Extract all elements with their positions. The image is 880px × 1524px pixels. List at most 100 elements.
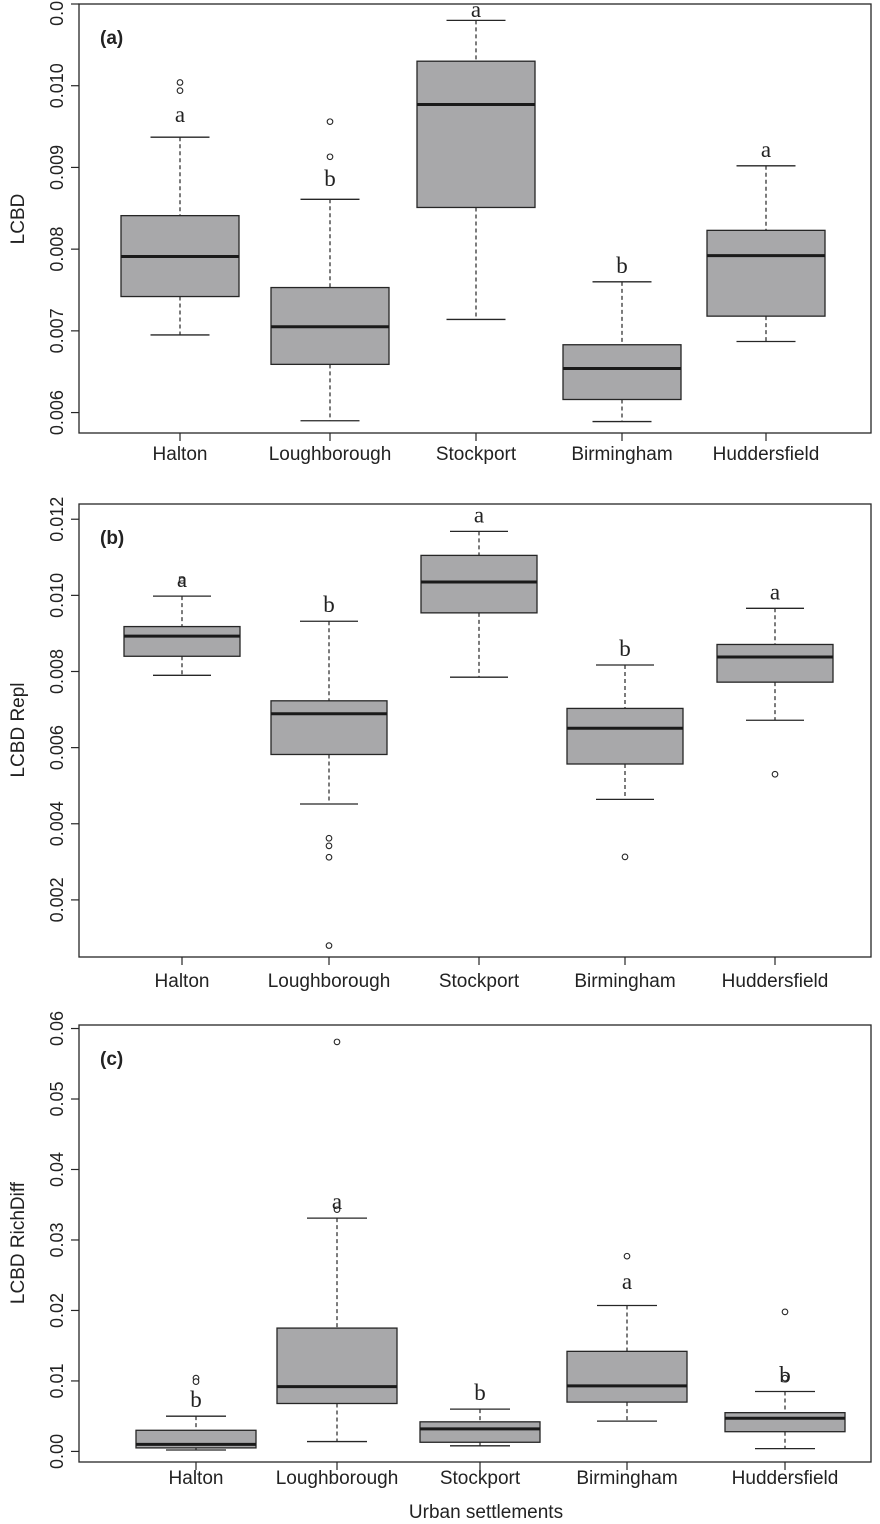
significance-letter: a: [177, 567, 187, 592]
significance-letter: a: [622, 1269, 632, 1294]
iqr-box: [417, 61, 535, 207]
x-tick-label: Stockport: [440, 1468, 521, 1489]
iqr-box: [717, 644, 833, 682]
y-tick-label: 0.006: [47, 390, 67, 435]
x-tick-label: Huddersfield: [722, 971, 829, 992]
y-tick-label: 0.007: [47, 308, 67, 353]
x-tick-label: Stockport: [439, 971, 520, 992]
y-tick-label: 0.00: [47, 1434, 67, 1469]
x-tick-label: Loughborough: [269, 444, 392, 465]
x-tick-label: Birmingham: [576, 1468, 677, 1489]
y-tick-label: 0.03: [47, 1222, 67, 1257]
x-tick-label: Loughborough: [276, 1468, 399, 1489]
outlier-point: [327, 119, 333, 125]
y-axis-title: LCBD RichDiff: [8, 1181, 29, 1304]
outlier-point: [326, 843, 332, 849]
box-stockport: a: [421, 502, 537, 677]
x-tick-label: Huddersfield: [713, 444, 820, 465]
box-stockport: a: [417, 0, 535, 319]
y-tick-label: 0.006: [47, 725, 67, 770]
box-halton: a: [121, 80, 239, 335]
panel-b: 0.002 0.004 0.006 0.008 0.010 0.012 LCBD Repl (…: [8, 497, 871, 992]
panel-label: (b): [100, 528, 124, 549]
x-tick-label: Halton: [153, 444, 208, 465]
significance-letter: b: [190, 1387, 202, 1412]
significance-letter: b: [324, 166, 336, 191]
outlier-point: [326, 943, 332, 949]
iqr-box: [567, 1351, 687, 1402]
significance-letter: a: [471, 0, 481, 22]
y-tick-label: 0.009: [47, 145, 67, 190]
box-huddersfield: a: [717, 579, 833, 777]
y-tick-label: 0.05: [47, 1081, 67, 1116]
significance-letter: a: [332, 1189, 342, 1214]
outlier-point: [177, 88, 183, 94]
y-tick-label: 0.004: [47, 801, 67, 846]
outlier-point: [782, 1309, 788, 1315]
significance-letter: a: [175, 102, 185, 127]
outlier-point: [177, 80, 183, 86]
significance-letter: a: [474, 502, 484, 527]
y-axis-title: LCBD Repl: [8, 682, 29, 777]
y-tick-label: 0.008: [47, 227, 67, 272]
iqr-box: [563, 345, 681, 400]
y-tick-label: 0.010: [47, 573, 67, 618]
box-halton: a: [124, 567, 240, 675]
y-axis-title: LCBD: [8, 194, 29, 245]
y-tick-label: 0.02: [47, 1293, 67, 1328]
outlier-point: [327, 154, 333, 160]
y-tick-label: 0.012: [47, 497, 67, 542]
outlier-point: [193, 1379, 199, 1385]
iqr-box: [420, 1422, 540, 1442]
box-birmingham: a: [567, 1253, 687, 1421]
box-huddersfield: a: [707, 137, 825, 342]
significance-letter: b: [779, 1363, 791, 1388]
box-stockport: b: [420, 1380, 540, 1446]
y-tick-label: 0.04: [47, 1152, 67, 1187]
x-tick-label: Loughborough: [268, 971, 391, 992]
significance-letter: b: [474, 1380, 486, 1405]
y-tick-label: 0.011: [47, 0, 67, 26]
iqr-box: [124, 627, 240, 657]
y-tick-label: 0.010: [47, 63, 67, 108]
x-tick-label: Halton: [155, 971, 210, 992]
significance-letter: b: [619, 636, 631, 661]
significance-letter: a: [761, 137, 771, 162]
iqr-box: [567, 708, 683, 764]
y-tick-label: 0.008: [47, 649, 67, 694]
x-axis-title: Urban settlements: [409, 1502, 563, 1523]
y-tick-label: 0.01: [47, 1363, 67, 1398]
iqr-box: [271, 701, 387, 755]
outlier-point: [772, 771, 778, 777]
box-birmingham: b: [563, 253, 681, 422]
panel-label: (c): [100, 1049, 123, 1070]
x-tick-label: Halton: [169, 1468, 224, 1489]
box-huddersfield: b: [725, 1309, 845, 1449]
iqr-box: [277, 1328, 397, 1403]
outlier-point: [326, 835, 332, 841]
iqr-box: [725, 1413, 845, 1432]
y-tick-label: 0.002: [47, 877, 67, 922]
x-tick-label: Huddersfield: [732, 1468, 839, 1489]
panel-c: 0.00 0.01 0.02 0.03 0.04 0.05 0.06 LCBD RichDif…: [8, 1011, 871, 1489]
box-loughborough: b: [271, 119, 389, 421]
outlier-point: [334, 1039, 340, 1045]
box-loughborough: a: [277, 1039, 397, 1441]
x-tick-label: Stockport: [436, 444, 517, 465]
outlier-point: [624, 1253, 630, 1259]
x-tick-label: Birmingham: [574, 971, 675, 992]
iqr-box: [421, 555, 537, 612]
y-tick-label: 0.06: [47, 1011, 67, 1046]
significance-letter: b: [616, 253, 628, 278]
significance-letter: b: [323, 592, 335, 617]
x-tick-label: Birmingham: [571, 444, 672, 465]
iqr-box: [707, 230, 825, 316]
box-loughborough: b: [271, 592, 387, 948]
panel-label: (a): [100, 28, 123, 49]
outlier-point: [326, 854, 332, 860]
panel-a: 0.006 0.007 0.008 0.009 0.010 0.011 LCBD (a) Hal…: [8, 0, 871, 465]
significance-letter: a: [770, 579, 780, 604]
outlier-point: [622, 854, 628, 860]
box-halton: b: [136, 1375, 256, 1450]
